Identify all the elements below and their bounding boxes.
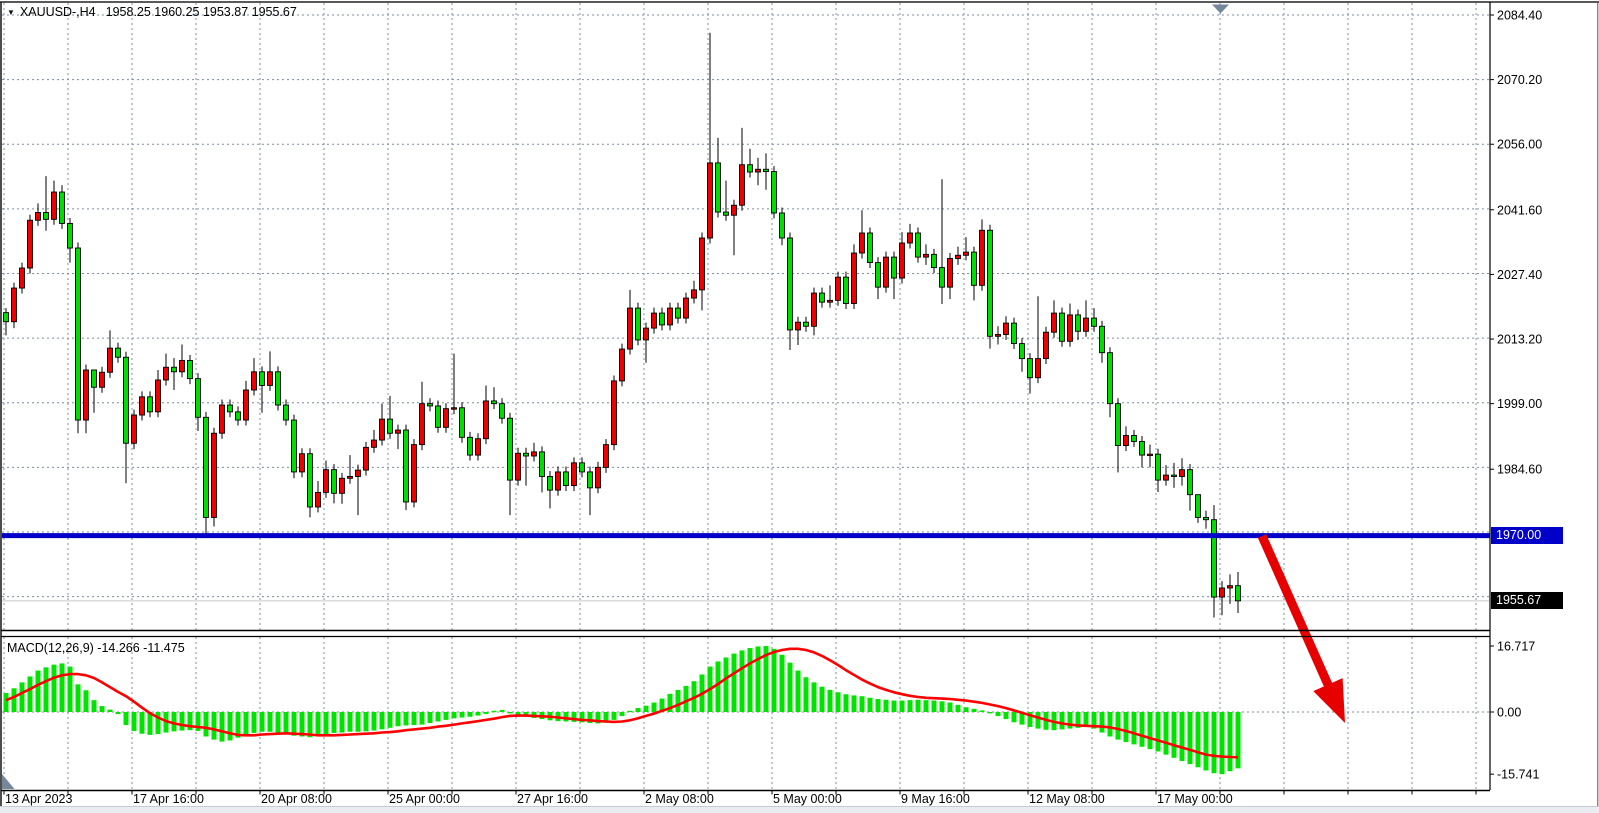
hline-price-badge: 1970.00 — [1491, 527, 1563, 544]
symbol-dropdown-icon[interactable]: ▼ — [7, 8, 15, 17]
svg-text:2070.20: 2070.20 — [1497, 73, 1542, 87]
svg-text:2041.60: 2041.60 — [1497, 203, 1542, 217]
trend-arrow[interactable] — [1257, 534, 1345, 723]
svg-text:27 Apr 16:00: 27 Apr 16:00 — [517, 792, 588, 806]
svg-text:16.717: 16.717 — [1497, 640, 1535, 654]
svg-text:17 May 00:00: 17 May 00:00 — [1157, 792, 1233, 806]
svg-text:2 May 08:00: 2 May 08:00 — [645, 792, 714, 806]
svg-text:20 Apr 08:00: 20 Apr 08:00 — [261, 792, 332, 806]
svg-text:2084.40: 2084.40 — [1497, 9, 1542, 23]
svg-text:13 Apr 2023: 13 Apr 2023 — [5, 792, 72, 806]
svg-text:2056.00: 2056.00 — [1497, 138, 1542, 152]
window-bottom-strip — [0, 806, 1599, 813]
svg-text:9 May 16:00: 9 May 16:00 — [901, 792, 970, 806]
svg-text:1984.60: 1984.60 — [1497, 463, 1542, 477]
grid-lines — [2, 3, 1489, 789]
macd-axis-labels[interactable]: 16.717 0.00 -15.741 — [1490, 640, 1539, 782]
price-axis-labels[interactable]: 2084.40 2070.20 2056.00 2041.60 2027.40 2013.… — [1490, 9, 1542, 477]
macd-signal-line — [5, 647, 1239, 759]
symbol-title: ▼ XAUUSD-,H4 1958.25 1960.25 1953.87 1955.… — [7, 5, 297, 19]
svg-text:2013.20: 2013.20 — [1497, 333, 1542, 347]
svg-text:12 May 08:00: 12 May 08:00 — [1029, 792, 1105, 806]
history-start-marker-icon — [2, 774, 15, 789]
macd-indicator — [3, 646, 1241, 775]
svg-text:-15.741: -15.741 — [1497, 768, 1539, 782]
candles — [3, 32, 1241, 618]
chart-shift-marker-icon — [1212, 4, 1229, 14]
svg-text:2027.40: 2027.40 — [1497, 268, 1542, 282]
svg-text:5 May 00:00: 5 May 00:00 — [773, 792, 842, 806]
svg-text:1999.00: 1999.00 — [1497, 397, 1542, 411]
svg-text:17 Apr 16:00: 17 Apr 16:00 — [133, 792, 204, 806]
svg-text:0.00: 0.00 — [1497, 706, 1521, 720]
current-price-badge: 1955.67 — [1491, 592, 1563, 609]
macd-indicator-label: MACD(12,26,9) -14.266 -11.475 — [7, 641, 185, 655]
symbol-period-label: XAUUSD-,H4 — [19, 5, 96, 19]
svg-text:25 Apr 00:00: 25 Apr 00:00 — [389, 792, 460, 806]
ohlc-readout: 1958.25 1960.25 1953.87 1955.67 — [105, 5, 297, 19]
time-axis-labels[interactable]: 13 Apr 2023 17 Apr 16:00 20 Apr 08:00 25 Ap… — [5, 792, 1233, 806]
